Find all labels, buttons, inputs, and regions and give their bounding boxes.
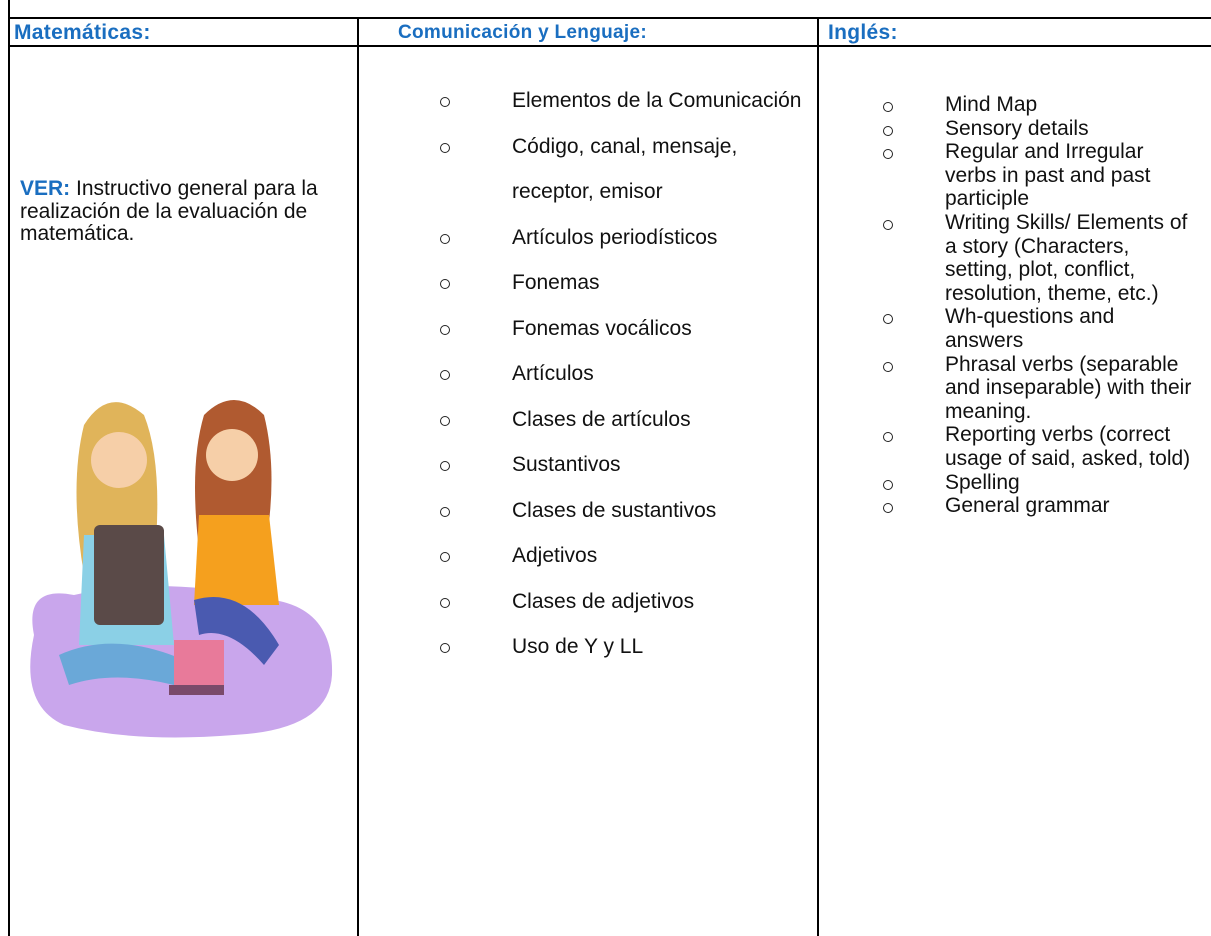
list: Mind Map Sensory details Regular and Irreg… [883, 93, 1197, 518]
english-cell: Mind Map Sensory details Regular and Irreg… [883, 93, 1197, 518]
list-item: Clases de artículos [440, 397, 804, 443]
border [357, 18, 359, 936]
list-item: Elementos de la Comunicación [440, 78, 804, 124]
list-item: Mind Map [883, 93, 1197, 117]
border [8, 17, 1211, 19]
header-cell: Comunicación y Lenguaje: [398, 22, 647, 43]
border [817, 18, 819, 936]
list-item: Phrasal verbs (separable and inseparable… [883, 353, 1197, 424]
list-item: Clases de adjetivos [440, 579, 804, 625]
math-cell: VER: Instructivo general para la realiza… [20, 177, 340, 246]
list: Elementos de la Comunicación Código, cana… [440, 78, 804, 670]
illustration [30, 400, 333, 738]
list-item: Fonemas [440, 260, 804, 306]
list-item: Artículos [440, 351, 804, 397]
text: Instructivo general para la realización … [20, 177, 318, 245]
list-item: Uso de Y y LL [440, 624, 804, 670]
list-item: Fonemas vocálicos [440, 306, 804, 352]
header-cell: Matemáticas: [14, 21, 151, 44]
list-item: General grammar [883, 494, 1197, 518]
list-item: Sensory details [883, 117, 1197, 141]
list-item: Código, canal, mensaje, receptor, emisor [440, 124, 804, 215]
communication-cell: Elementos de la Comunicación Código, cana… [440, 78, 804, 670]
list-item: Spelling [883, 471, 1197, 495]
list-item: Regular and Irregular verbs in past and … [883, 140, 1197, 211]
header-cell: Inglés: [828, 21, 898, 44]
border [8, 0, 10, 936]
list-item: Sustantivos [440, 442, 804, 488]
border [8, 45, 1211, 47]
label: VER: [20, 177, 71, 200]
list-item: Artículos periodísticos [440, 215, 804, 261]
list-item: Wh-questions and answers [883, 305, 1197, 352]
list-item: Reporting verbs (correct usage of said, … [883, 423, 1197, 470]
list-item: Adjetivos [440, 533, 804, 579]
list-item: Clases de sustantivos [440, 488, 804, 534]
list-item: Writing Skills/ Elements of a story (Cha… [883, 211, 1197, 305]
